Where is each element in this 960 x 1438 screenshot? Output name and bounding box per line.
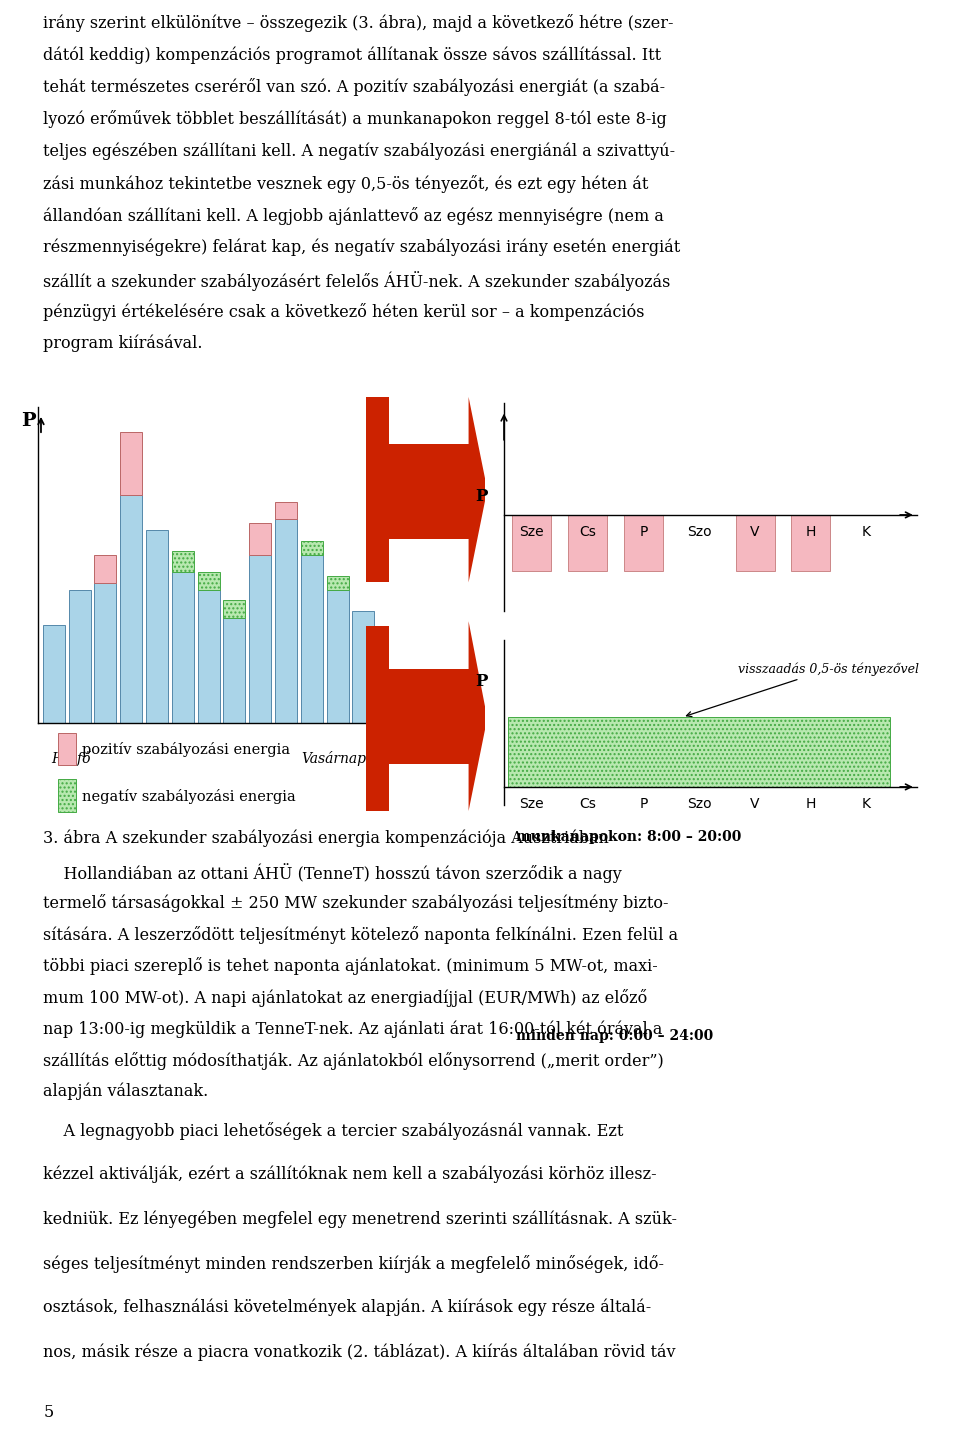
Text: osztások, felhasználási követelmények alapján. A kiírások egy része általá-: osztások, felhasználási követelmények al…: [43, 1299, 652, 1317]
Bar: [94, 555, 116, 582]
Bar: [326, 590, 348, 723]
Bar: [300, 541, 323, 555]
Text: Vasárnap: Vasárnap: [300, 752, 366, 766]
Bar: [172, 572, 194, 723]
Bar: [58, 733, 76, 765]
Bar: [735, 515, 775, 571]
Bar: [198, 590, 220, 723]
Text: negatív szabályozási energia: negatív szabályozási energia: [82, 789, 296, 804]
Bar: [198, 572, 220, 590]
Bar: [224, 600, 246, 618]
Text: P: P: [475, 487, 488, 505]
Text: többi piaci szereplő is tehet naponta ajánlatokat. (minimum 5 MW-ot, maxi-: többi piaci szereplő is tehet naponta aj…: [43, 958, 658, 975]
Text: Hétfő: Hétfő: [51, 752, 91, 766]
Text: lyozó erőművek többlet beszállítását) a munkanapokon reggel 8-tól este 8-ig: lyozó erőművek többlet beszállítását) a …: [43, 111, 667, 128]
Bar: [94, 582, 116, 723]
Text: P: P: [475, 673, 488, 690]
Bar: [69, 590, 90, 723]
Bar: [791, 515, 830, 571]
Text: állandóan szállítani kell. A legjobb ajánlattevő az egész mennyiségre (nem a: állandóan szállítani kell. A legjobb ajá…: [43, 207, 664, 224]
Text: mum 100 MW-ot). A napi ajánlatokat az energiadíjjal (EUR/MWh) az előző: mum 100 MW-ot). A napi ajánlatokat az en…: [43, 989, 647, 1007]
Bar: [120, 495, 142, 723]
Bar: [275, 502, 297, 519]
Text: t: t: [383, 732, 390, 749]
Bar: [275, 519, 297, 723]
Text: termelő társaságokkal ± 250 MW szekunder szabályozási teljesítmény bizto-: termelő társaságokkal ± 250 MW szekunder…: [43, 894, 669, 912]
Text: nos, másik része a piacra vonatkozik (2. táblázat). A kiírás általában rövid táv: nos, másik része a piacra vonatkozik (2.…: [43, 1343, 676, 1360]
Bar: [624, 515, 663, 571]
Text: program kiírásával.: program kiírásával.: [43, 335, 203, 352]
Bar: [250, 523, 271, 555]
Text: A legnagyobb piaci lehetőségek a tercier szabályozásnál vannak. Ezt: A legnagyobb piaci lehetőségek a tercier…: [43, 1122, 624, 1140]
Bar: [146, 531, 168, 723]
Polygon shape: [468, 621, 488, 811]
Bar: [352, 611, 374, 723]
Text: szállít a szekunder szabályozásért felelős ÁHÜ-nek. A szekunder szabályozás: szállít a szekunder szabályozásért felel…: [43, 270, 671, 290]
Text: sítására. A leszerződött teljesítményt kötelező naponta felkínálni. Ezen felül a: sítására. A leszerződött teljesítményt k…: [43, 926, 679, 943]
Bar: [172, 551, 194, 572]
Text: zási munkához tekintetbe vesznek egy 0,5-ös tényezőt, és ezt egy héten át: zási munkához tekintetbe vesznek egy 0,5…: [43, 174, 649, 193]
Text: P: P: [21, 413, 36, 430]
Text: tehát természetes cseréről van szó. A pozitív szabályozási energiát (a szabá-: tehát természetes cseréről van szó. A po…: [43, 79, 665, 96]
Text: nap 13:00-ig megküldik a TenneT-nek. Az ajánlati árat 16:00-tól két órával a: nap 13:00-ig megküldik a TenneT-nek. Az …: [43, 1020, 662, 1038]
Text: részmennyiségekre) felárat kap, és negatív szabályozási irány esetén energiát: részmennyiségekre) felárat kap, és negat…: [43, 239, 681, 256]
Text: kézzel aktiválják, ezért a szállítóknak nem kell a szabályozási körhöz illesz-: kézzel aktiválják, ezért a szállítóknak …: [43, 1166, 657, 1183]
Bar: [300, 555, 323, 723]
Bar: [568, 515, 607, 571]
Text: szállítás előttig módosíthatják. Az ajánlatokból előnysorrend („merit order”): szállítás előttig módosíthatják. Az aján…: [43, 1051, 664, 1070]
Bar: [250, 555, 271, 723]
Bar: [513, 515, 551, 571]
Text: 3. ábra A szekunder szabályozási energia kompenzációja Ausztriában: 3. ábra A szekunder szabályozási energia…: [43, 830, 609, 847]
Bar: [388, 444, 468, 539]
Bar: [224, 618, 246, 723]
Text: teljes egészében szállítani kell. A negatív szabályozási energiánál a szivattyú-: teljes egészében szállítani kell. A nega…: [43, 142, 675, 160]
Bar: [388, 669, 468, 764]
Text: séges teljesítményt minden rendszerben kiírják a megfelelő minőségek, idő-: séges teljesítményt minden rendszerben k…: [43, 1254, 664, 1273]
Text: Hollandiában az ottani ÁHÜ (TenneT) hosszú távon szerződik a nagy: Hollandiában az ottani ÁHÜ (TenneT) hoss…: [43, 863, 622, 883]
Text: dától keddig) kompenzációs programot állítanak össze sávos szállítással. Itt: dától keddig) kompenzációs programot áll…: [43, 46, 661, 63]
Bar: [43, 626, 65, 723]
Text: pozitív szabályozási energia: pozitív szabályozási energia: [82, 742, 290, 756]
Text: minden nap: 0:00 – 24:00: minden nap: 0:00 – 24:00: [516, 1028, 713, 1043]
Text: irány szerint elkülönítve – összegezik (3. ábra), majd a következő hétre (szer-: irány szerint elkülönítve – összegezik (…: [43, 14, 674, 33]
Bar: [58, 779, 76, 812]
Bar: [120, 431, 142, 495]
Text: kedniük. Ez lényegében megfelel egy menetrend szerinti szállításnak. A szük-: kedniük. Ez lényegében megfelel egy mene…: [43, 1211, 677, 1228]
Polygon shape: [468, 397, 488, 582]
Bar: [508, 718, 890, 787]
Bar: [367, 397, 389, 582]
Bar: [367, 626, 389, 811]
Text: 5: 5: [43, 1405, 54, 1421]
Text: visszaadás 0,5-ös tényezővel: visszaadás 0,5-ös tényezővel: [686, 663, 920, 716]
Text: alapján választanak.: alapján választanak.: [43, 1083, 208, 1100]
Text: pénzügyi értékelésére csak a következő héten kerül sor – a kompenzációs: pénzügyi értékelésére csak a következő h…: [43, 302, 645, 321]
Text: munkanapokon: 8:00 – 20:00: munkanapokon: 8:00 – 20:00: [516, 830, 742, 844]
Bar: [326, 575, 348, 590]
